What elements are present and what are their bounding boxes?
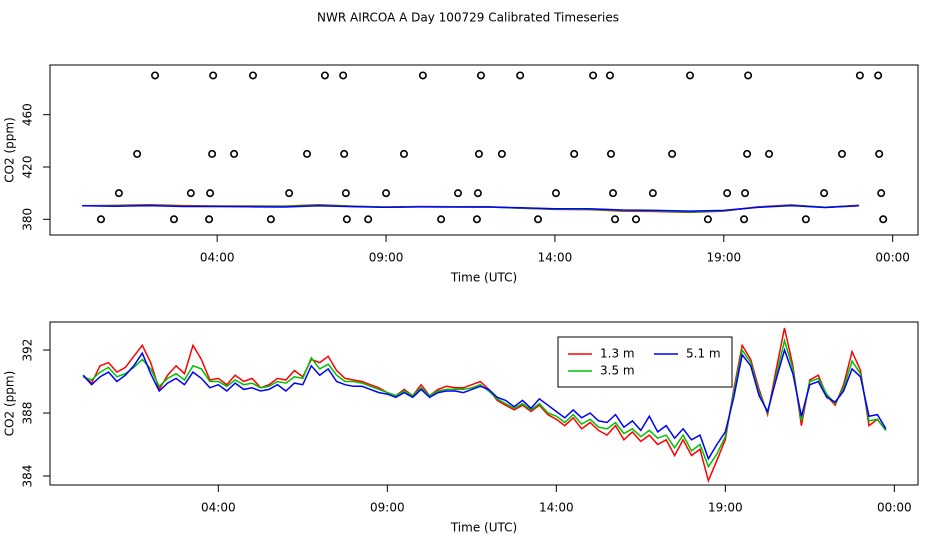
point (230, 149, 239, 158)
plot-frame (49, 321, 919, 486)
point (169, 215, 178, 224)
point (342, 215, 351, 224)
point (114, 189, 123, 198)
point (723, 189, 732, 198)
point (743, 149, 752, 158)
point (208, 149, 217, 158)
y-axis-label: CO2 (ppm) (3, 371, 17, 437)
y-tick-label: 392 (21, 339, 35, 362)
x-tick-label: 19:00 (708, 501, 743, 515)
point (686, 71, 695, 80)
x-tick-label: 04:00 (201, 501, 236, 515)
point (453, 189, 462, 198)
point (96, 215, 105, 224)
legend-label: 3.5 m (600, 364, 635, 378)
point (320, 71, 329, 80)
series-line (82, 347, 887, 461)
x-tick-label: 04:00 (200, 251, 235, 265)
point (151, 71, 160, 80)
x-tick-label: 14:00 (539, 501, 574, 515)
point (303, 149, 312, 158)
y-tick-label: 420 (21, 156, 35, 179)
point (472, 215, 481, 224)
y-tick-label: 388 (21, 402, 35, 425)
legend-box (557, 336, 733, 388)
point (248, 71, 257, 80)
x-tick-label: 09:00 (370, 501, 405, 515)
series-line (82, 204, 859, 212)
y-axis-label: CO2 (ppm) (3, 117, 17, 183)
x-tick-label: 14:00 (538, 251, 573, 265)
point (437, 215, 446, 224)
point (879, 215, 888, 224)
point (339, 71, 348, 80)
point (605, 71, 614, 80)
point (206, 189, 215, 198)
point (801, 215, 810, 224)
x-tick-label: 09:00 (369, 251, 404, 265)
y-tick-label: 380 (21, 208, 35, 231)
point (516, 71, 525, 80)
point (611, 215, 620, 224)
point (570, 149, 579, 158)
point (340, 149, 349, 158)
point (551, 189, 560, 198)
point (186, 189, 195, 198)
point (474, 149, 483, 158)
x-axis-label: Time (UTC) (450, 521, 517, 535)
x-tick-label: 19:00 (707, 251, 742, 265)
point (703, 215, 712, 224)
point (648, 189, 657, 198)
point (364, 215, 373, 224)
y-tick-label: 384 (21, 465, 35, 488)
legend-label: 1.3 m (600, 347, 635, 361)
point (266, 215, 275, 224)
point (744, 71, 753, 80)
point (877, 189, 886, 198)
point (875, 149, 884, 158)
point (341, 189, 350, 198)
point (497, 149, 506, 158)
point (399, 149, 408, 158)
point (740, 215, 749, 224)
point (589, 71, 598, 80)
series-line (82, 327, 887, 484)
point (765, 149, 774, 158)
point (209, 71, 218, 80)
chart-title: NWR AIRCOA A Day 100729 Calibrated Times… (317, 11, 619, 25)
point (382, 189, 391, 198)
x-axis-label: Time (UTC) (450, 271, 517, 285)
point (838, 149, 847, 158)
point (609, 189, 618, 198)
x-tick-label: 00:00 (875, 251, 910, 265)
point (476, 71, 485, 80)
point (205, 215, 214, 224)
y-tick-label: 460 (21, 103, 35, 126)
point (820, 189, 829, 198)
point (473, 189, 482, 198)
point (855, 71, 864, 80)
point (418, 71, 427, 80)
plot-frame (49, 64, 919, 236)
x-tick-label: 00:00 (877, 501, 912, 515)
point (631, 215, 640, 224)
point (133, 149, 142, 158)
point (606, 149, 615, 158)
legend-label: 5.1 m (686, 347, 721, 361)
point (668, 149, 677, 158)
point (874, 71, 883, 80)
point (285, 189, 294, 198)
point (741, 189, 750, 198)
point (534, 215, 543, 224)
